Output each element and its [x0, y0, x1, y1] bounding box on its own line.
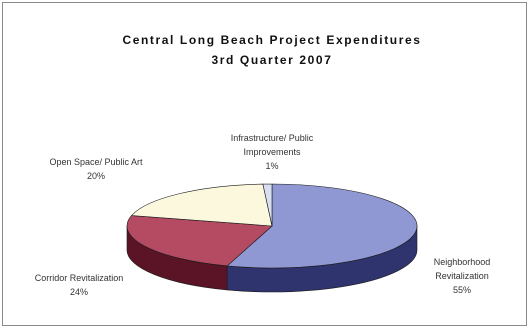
- chart-subtitle: 3rd Quarter 2007: [212, 53, 333, 67]
- pie-slice-neighborhood-revitalization: [226, 183, 418, 269]
- slice-percent-label: 55%: [453, 285, 471, 295]
- slice-label-text: Revitalization: [435, 271, 489, 281]
- slice-label-text: Corridor Revitalization: [35, 273, 124, 283]
- pie-slice-infrastructure-public-improvements: [262, 183, 273, 227]
- slice-label-infrastructure-public-improvements: Infrastructure/ Public Improvements 1%: [231, 133, 314, 171]
- slice-label-text: Improvements: [243, 147, 301, 157]
- pie-top: [126, 183, 418, 269]
- pie-slice-open-space-public-art: [130, 183, 273, 227]
- pie-labels: Neighborhood Revitalization 55% Corridor Re…: [35, 133, 491, 297]
- pie-slice-corridor-revitalization: [126, 215, 273, 267]
- slice-label-text: Open Space/ Public Art: [49, 157, 143, 167]
- slice-percent-label: 1%: [265, 161, 278, 171]
- slice-label-text: Neighborhood: [434, 257, 491, 267]
- slice-label-neighborhood-revitalization: Neighborhood Revitalization 55%: [434, 257, 491, 295]
- slice-label-open-space-public-art: Open Space/ Public Art 20%: [49, 157, 143, 181]
- slice-label-corridor-revitalization: Corridor Revitalization 24%: [35, 273, 124, 297]
- slice-percent-label: 24%: [70, 287, 88, 297]
- chart-title: Central Long Beach Project Expenditures: [122, 33, 421, 47]
- slice-label-text: Infrastructure/ Public: [231, 133, 314, 143]
- slice-percent-label: 20%: [87, 171, 105, 181]
